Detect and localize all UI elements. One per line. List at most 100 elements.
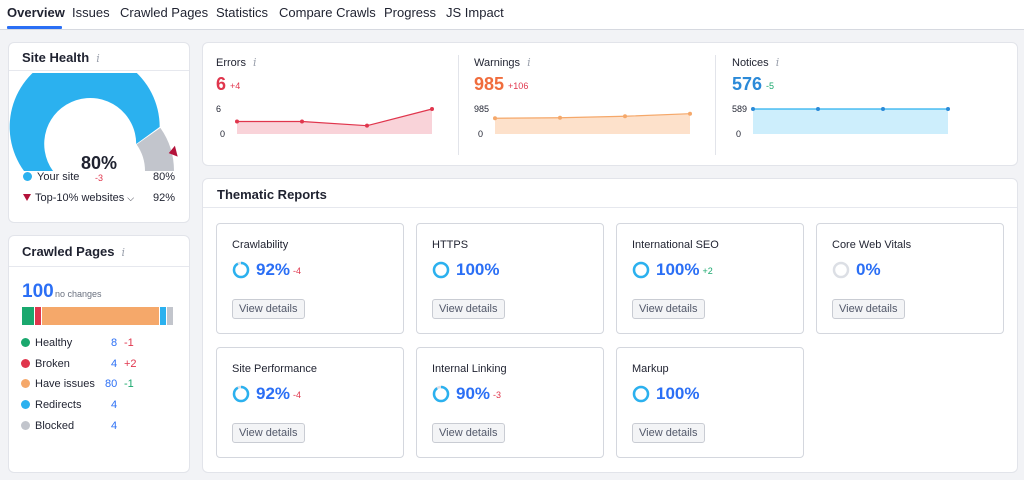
tab-overview[interactable]: Overview (7, 5, 65, 20)
your-site-dot-icon (23, 172, 32, 181)
report-card-internal-linking: Internal Linking 90% -3 View details (416, 347, 604, 458)
health-score: 80% (81, 153, 117, 173)
errors-label: Errors i (216, 56, 257, 69)
notices-axis-min: 0 (736, 129, 742, 139)
notices-label: Notices i (732, 56, 780, 69)
top10-dropdown[interactable]: Top-10% websites ⌵ (23, 192, 134, 204)
crawled-pages-title: Crawled Pages i (22, 244, 126, 259)
crawled-value-redirects[interactable]: 4 (111, 399, 118, 411)
report-delta: +2 (702, 266, 713, 276)
report-delta: -3 (493, 390, 502, 400)
chevron-down-icon: ⌵ (127, 193, 135, 203)
progress-ring-icon (432, 385, 450, 403)
report-delta: -4 (293, 266, 302, 276)
site-health-card: Site Health i 80% -3 Your site 80% Top-10… (8, 42, 190, 223)
have-issues-dot-icon (21, 379, 30, 388)
tab-issues[interactable]: Issues (72, 5, 110, 20)
info-icon[interactable]: i (252, 56, 257, 69)
report-name[interactable]: HTTPS (432, 239, 469, 251)
view-details-button[interactable]: View details (432, 299, 505, 319)
tab-statistics[interactable]: Statistics (216, 5, 269, 20)
report-card-site-performance: Site Performance 92% -4 View details (216, 347, 404, 458)
crawled-delta-healthy: -1 (124, 337, 134, 349)
site-health-gauge: 80% -3 (9, 73, 178, 183)
notices-count[interactable]: 576 -5 (732, 74, 775, 94)
crawled-legend-have-issues: Have issues (21, 378, 95, 390)
view-details-button[interactable]: View details (632, 423, 705, 443)
view-details-button[interactable]: View details (232, 299, 305, 319)
report-score: 92% -4 (256, 260, 302, 279)
issues-summary-card (202, 42, 1018, 166)
progress-ring-icon (232, 261, 250, 279)
errors-delta: +4 (230, 81, 241, 91)
warnings-label: Warnings i (474, 56, 531, 69)
info-icon[interactable]: i (121, 246, 126, 259)
crawled-pages-bar[interactable] (22, 307, 174, 325)
info-icon[interactable]: i (527, 56, 531, 69)
top10-marker-icon (168, 145, 178, 157)
errors-count[interactable]: 6 +4 (216, 74, 241, 94)
bar-segment-have-issues[interactable] (41, 307, 160, 325)
tab-crawled-pages[interactable]: Crawled Pages (120, 5, 209, 20)
report-card-core-web-vitals: Core Web Vitals 0% View details (816, 223, 1004, 334)
bar-segment-blocked[interactable] (167, 307, 173, 325)
warnings-delta: +106 (508, 81, 529, 91)
view-details-button[interactable]: View details (632, 299, 705, 319)
crawled-value-blocked[interactable]: 4 (111, 420, 118, 432)
report-name[interactable]: Site Performance (232, 363, 317, 375)
report-score: 90% -3 (456, 384, 502, 403)
report-score: 100% +2 (656, 260, 713, 279)
tab-compare-crawls[interactable]: Compare Crawls (279, 5, 376, 20)
site-health-title: Site Health i (22, 50, 100, 65)
report-name[interactable]: International SEO (632, 239, 719, 251)
crawled-legend-healthy: Healthy (21, 337, 72, 349)
legend-your-site: Your site (23, 171, 79, 183)
crawled-pages-card: Crawled Pages i (8, 235, 190, 473)
crawled-value-broken[interactable]: 4 (111, 358, 118, 370)
report-delta: -4 (293, 390, 302, 400)
gauge-remaining-arc (136, 127, 174, 171)
redirects-dot-icon (21, 400, 30, 409)
bar-segment-healthy[interactable] (22, 307, 34, 325)
view-details-button[interactable]: View details (832, 299, 905, 319)
report-name[interactable]: Markup (632, 363, 669, 375)
report-score: 100% (456, 260, 500, 279)
crawled-legend-redirects: Redirects (21, 399, 81, 411)
view-details-button[interactable]: View details (432, 423, 505, 443)
info-icon[interactable]: i (775, 56, 780, 69)
progress-ring-icon (232, 385, 250, 403)
your-site-value: 80% (152, 171, 175, 183)
report-card-https: HTTPS 100% View details (416, 223, 604, 334)
tab-bar: Overview Issues Crawled Pages Statistics… (0, 0, 1024, 30)
bar-segment-broken[interactable] (34, 307, 41, 325)
crawled-legend-blocked: Blocked (21, 420, 74, 432)
health-delta: -3 (95, 173, 103, 183)
crawled-value-have-issues[interactable]: 80 (105, 378, 118, 390)
info-icon[interactable]: i (96, 52, 100, 65)
warnings-count[interactable]: 985 +106 (474, 74, 529, 94)
crawled-delta-have-issues: -1 (124, 378, 134, 390)
report-card-markup: Markup 100% View details (616, 347, 804, 458)
warnings-axis-min: 0 (478, 129, 484, 139)
tab-progress[interactable]: Progress (384, 5, 437, 20)
progress-ring-icon (432, 261, 450, 279)
thematic-reports-title: Thematic Reports (217, 187, 327, 202)
crawled-delta-broken: +2 (124, 358, 137, 370)
report-score: 0% (856, 260, 881, 279)
tab-js-impact[interactable]: JS Impact (446, 5, 504, 20)
top10-value: 92% (152, 192, 175, 204)
report-name[interactable]: Crawlability (232, 239, 289, 251)
triangle-down-icon (23, 194, 31, 201)
report-score: 100% (656, 384, 700, 403)
report-card-crawlability: Crawlability 92% -4 View details (216, 223, 404, 334)
bar-segment-redirects[interactable] (160, 307, 167, 325)
crawled-pages-total[interactable]: 100 (22, 281, 54, 302)
view-details-button[interactable]: View details (232, 423, 305, 443)
report-card-international-seo: International SEO 100% +2 View details (616, 223, 804, 334)
broken-dot-icon (21, 359, 30, 368)
report-name[interactable]: Core Web Vitals (832, 239, 912, 251)
crawled-value-healthy[interactable]: 8 (111, 337, 118, 349)
crawled-pages-note: no changes (55, 289, 102, 299)
errors-axis-min: 0 (220, 129, 226, 139)
report-name[interactable]: Internal Linking (432, 363, 507, 375)
